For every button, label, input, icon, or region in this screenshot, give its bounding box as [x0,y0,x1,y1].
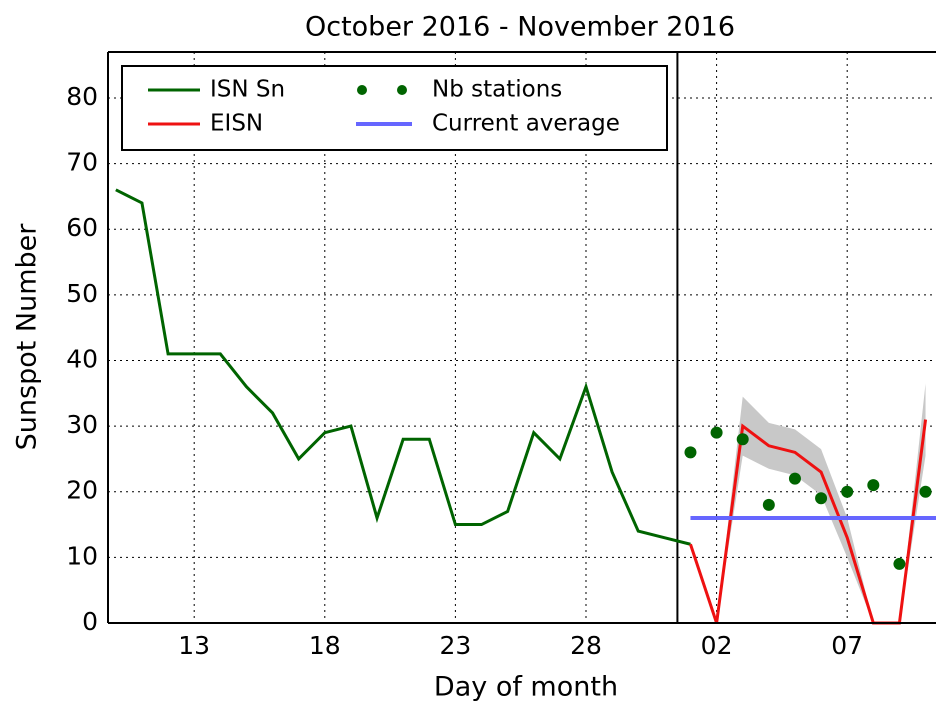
station-dot [815,492,828,505]
station-dot [710,426,723,439]
y-tick-label: 80 [66,82,98,111]
station-dot [867,479,880,492]
plot-marks [115,52,936,625]
y-tick-label: 20 [66,476,98,505]
y-tick-label: 70 [66,148,98,177]
frame [107,51,936,624]
y-axis-label: Sunspot Number [12,223,43,451]
x-tick-label: 18 [309,631,341,660]
station-dot [919,485,932,498]
grid: 0 10 20 30 40 50 60 70 80 13 18 23 28 02 07 [66,52,936,660]
legend-label: EISN [210,111,263,137]
x-tick-label: 02 [701,631,733,660]
x-tick-label: 13 [178,631,210,660]
station-dot [788,472,801,485]
legend-swatch [397,85,407,95]
x-tick-label: 07 [831,631,863,660]
y-tick-label: 50 [66,279,98,308]
station-dot [736,433,749,446]
legend-box [121,65,668,151]
x-tick-label: 28 [570,631,602,660]
y-tick-label: 0 [82,607,98,636]
x-tick-label: 23 [439,631,471,660]
legend-swatch [357,85,367,95]
legend-label: Current average [432,111,620,137]
series-line [115,188,691,546]
legend-label: Nb stations [432,77,562,103]
y-tick-label: 30 [66,410,98,439]
error-band [690,383,926,623]
y-tick-label: 60 [66,213,98,242]
legend-label: ISN Sn [210,77,285,103]
x-axis-label: Day of month [434,672,618,703]
y-tick-label: 40 [66,344,98,373]
legend: ISN Sn EISN Nb stations Current average [121,65,668,151]
station-dot [684,446,697,459]
station-dot [893,557,906,570]
y-tick-label: 10 [66,541,98,570]
station-dot [762,498,775,511]
chart-title: October 2016 - November 2016 [305,12,735,43]
station-dot [841,485,854,498]
